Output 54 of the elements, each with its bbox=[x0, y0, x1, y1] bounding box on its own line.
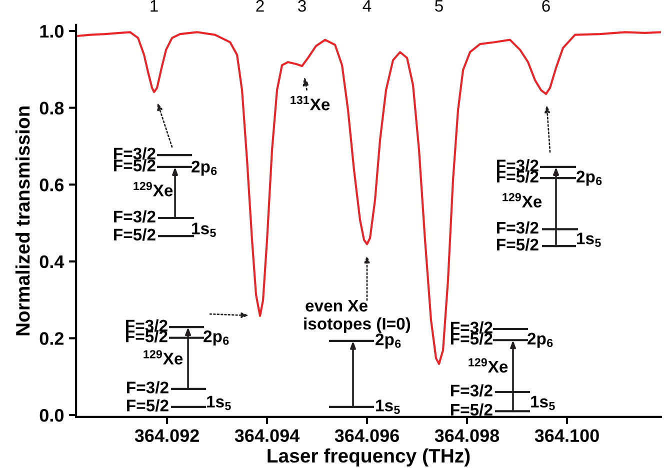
annotation: F=5/2 bbox=[114, 159, 156, 172]
text: 6 bbox=[542, 0, 550, 12]
y-tick-label: 0.4 bbox=[40, 255, 64, 268]
annotation: F=5/2 bbox=[114, 228, 156, 241]
annotation: F=3/2 bbox=[451, 321, 492, 334]
x-axis-title: Laser frequency (THz) bbox=[268, 448, 470, 466]
annotation: 6 bbox=[211, 166, 217, 176]
text: 1 bbox=[150, 0, 158, 12]
annotation: 1s$_{5}$ bbox=[376, 400, 400, 414]
y-tick-label: 0.2 bbox=[40, 332, 64, 345]
annotation: F=5/2 bbox=[497, 170, 538, 183]
annotation: isotopes (I=0) bbox=[304, 317, 410, 333]
x-tick-label: 364.092 bbox=[134, 429, 199, 442]
annotation: 1s$_{5}$ bbox=[577, 232, 601, 247]
annotation: F=3/2 bbox=[127, 381, 168, 394]
annotation: $^{131}$Xe bbox=[290, 96, 330, 110]
text: 2p bbox=[192, 160, 210, 176]
annotation: F=3/2 bbox=[451, 384, 492, 397]
y-tick-label: 1.0 bbox=[40, 24, 64, 38]
text: 1s bbox=[192, 222, 209, 234]
annotation: F=3/2 bbox=[497, 159, 538, 172]
annotation: 2p$_{6}$ bbox=[376, 334, 401, 349]
annotation: F=3/2 bbox=[114, 147, 156, 160]
annotation: 2p$_{6}$ bbox=[204, 330, 229, 346]
text: 5 bbox=[435, 0, 443, 12]
annotation: $^{129}$Xe bbox=[502, 193, 542, 208]
annotation: $^{129}$Xe bbox=[144, 350, 183, 365]
annotation: F=3/2 bbox=[114, 210, 156, 223]
text: 2 bbox=[256, 0, 264, 12]
annotation: 1s$_{5}$ bbox=[531, 396, 555, 410]
annotation: F=5/2 bbox=[497, 238, 538, 251]
annotation: F=5/2 bbox=[126, 330, 168, 342]
y-tick-label: 0.6 bbox=[40, 178, 64, 192]
annotation: 1s$_{5}$ bbox=[207, 396, 231, 410]
x-tick-label: 364.098 bbox=[434, 429, 500, 442]
annotation: F=3/2 bbox=[497, 221, 538, 234]
annotation: even Xe bbox=[306, 300, 368, 312]
x-tick-label: 364.100 bbox=[534, 429, 599, 442]
x-tick-label: 364.096 bbox=[334, 429, 399, 442]
x-tick-label: 364.094 bbox=[234, 429, 300, 442]
annotation: F=5/2 bbox=[451, 403, 492, 416]
annotation: 2p$_{6}$ bbox=[528, 332, 553, 348]
y-axis-title: Normalized transmission bbox=[15, 106, 30, 336]
y-tick-label: 0.8 bbox=[40, 102, 64, 115]
annotation: F=5/2 bbox=[451, 332, 492, 345]
text: 3 bbox=[298, 0, 306, 12]
annotation: $^{129}$Xe bbox=[468, 358, 508, 373]
annotation: F=5/2 bbox=[127, 399, 168, 412]
annotation: F=3/2 bbox=[126, 319, 168, 332]
y-tick-label: 0.0 bbox=[40, 408, 64, 422]
annotation: 5 bbox=[210, 228, 216, 237]
annotation: 2p$_{6}$ bbox=[576, 170, 602, 186]
text: 4 bbox=[362, 0, 372, 12]
annotation: $^{129}$Xe bbox=[134, 182, 173, 196]
